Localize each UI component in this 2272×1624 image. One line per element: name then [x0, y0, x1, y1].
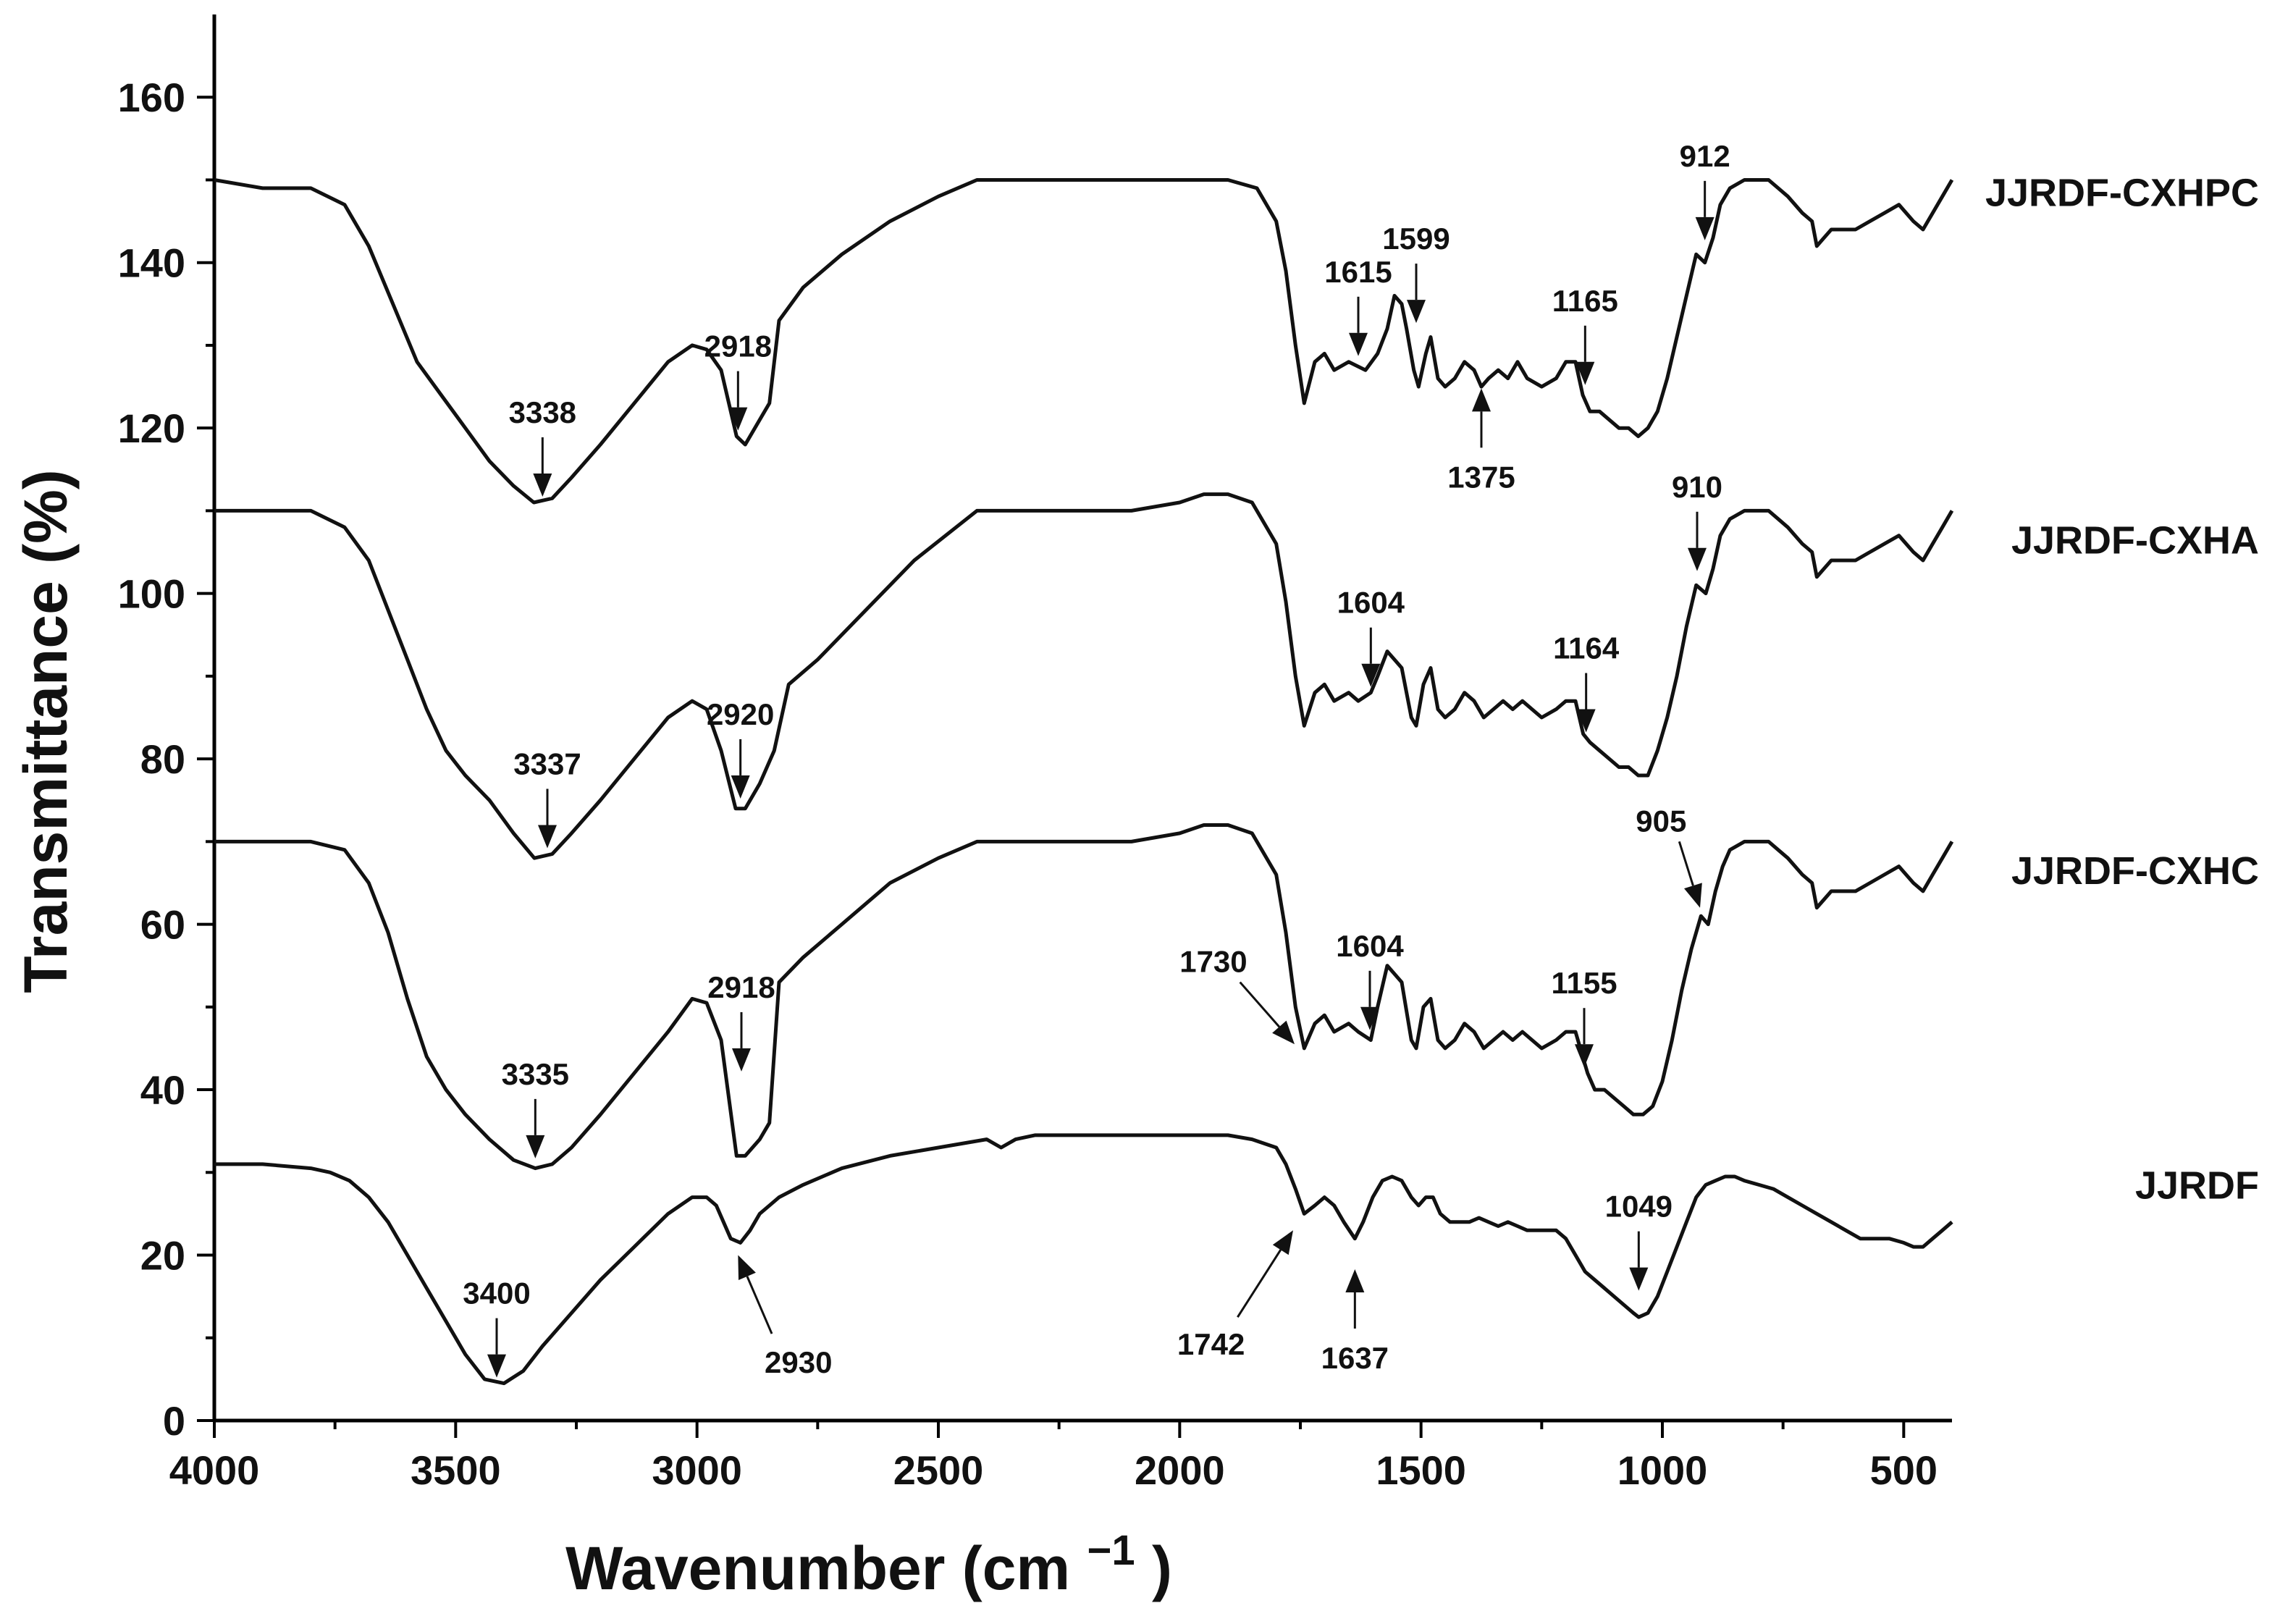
- series-line-jjrdf-cxhc: [214, 823, 1954, 1171]
- peak-label: 1742: [1177, 1327, 1245, 1361]
- y-tick-label: 80: [140, 736, 185, 782]
- annotation-arrow: [1688, 511, 1707, 571]
- y-tick-label: 60: [140, 902, 185, 948]
- series-line-jjrdf: [214, 1133, 1953, 1386]
- peak-label: 1604: [1336, 929, 1404, 963]
- peak-label: 1164: [1553, 631, 1620, 665]
- annotation-arrow: [731, 739, 750, 799]
- x-tick-label: 500: [1870, 1447, 1937, 1493]
- peak-label: 3335: [502, 1057, 569, 1091]
- annotation-arrow: [1472, 388, 1491, 448]
- peak-label: 2918: [707, 970, 775, 1004]
- x-tick-label: 2000: [1135, 1447, 1225, 1493]
- x-axis-title: Wavenumber (cm −1 ): [565, 1510, 1172, 1602]
- annotation-arrow: [526, 1098, 545, 1158]
- annotation-arrow: [1345, 1269, 1365, 1329]
- annotation-arrow: [1237, 1230, 1293, 1318]
- y-tick-label: 0: [163, 1398, 185, 1444]
- annotation-arrow: [1349, 296, 1368, 356]
- peak-label: 912: [1680, 139, 1730, 173]
- peak-label: 1155: [1551, 966, 1617, 1000]
- y-axis-title: Transmittance (%): [12, 469, 80, 993]
- peak-label: 905: [1636, 804, 1686, 838]
- x-tick-label: 4000: [169, 1447, 260, 1493]
- y-tick-label: 40: [140, 1067, 185, 1113]
- series-label-jjrdf: JJRDF: [2135, 1164, 2259, 1207]
- annotation-arrow: [728, 371, 748, 431]
- annotation-arrow: [1239, 981, 1295, 1045]
- peak-label: 2920: [707, 697, 774, 731]
- x-ticks: 4000 3500 3000 2500 2000 1500 1000 500: [169, 1421, 1937, 1493]
- annotation-arrow: [732, 1011, 751, 1072]
- peak-label: 1615: [1324, 255, 1392, 289]
- y-tick-label: 160: [118, 75, 185, 120]
- series-label-jjrdf-cxha: JJRDF-CXHA: [2011, 518, 2259, 562]
- peak-label: 3337: [513, 746, 581, 781]
- peak-label: 1165: [1552, 284, 1618, 318]
- x-tick-label: 3500: [411, 1447, 501, 1493]
- series-names: JJRDF-CXHPC JJRDF-CXHA JJRDF-CXHC JJRDF: [1985, 171, 2259, 1207]
- x-tick-label: 2500: [893, 1447, 984, 1493]
- series-label-jjrdf-cxhpc: JJRDF-CXHPC: [1985, 171, 2259, 214]
- series-line-jjrdf-cxha: [214, 492, 1954, 860]
- x-tick-label: 3000: [652, 1447, 742, 1493]
- x-axis-title-sup: −1: [1087, 1527, 1135, 1574]
- series-group: [214, 178, 1954, 1386]
- peak-label: 3400: [463, 1276, 530, 1310]
- y-tick-label: 100: [118, 571, 185, 617]
- x-tick-label: 1500: [1376, 1447, 1466, 1493]
- peak-label: 1049: [1605, 1190, 1673, 1224]
- series-label-jjrdf-cxhc: JJRDF-CXHC: [2011, 849, 2259, 893]
- annotation-arrow: [1361, 627, 1381, 687]
- annotation-arrow: [1695, 180, 1714, 240]
- peak-label: 1375: [1447, 460, 1515, 494]
- peak-label: 3338: [509, 395, 576, 429]
- peak-label: 910: [1672, 470, 1722, 504]
- annotation-arrow: [1678, 841, 1702, 908]
- y-ticks: 0 20 40 60 80 100 120 140 160: [118, 75, 214, 1444]
- annotation-arrow: [1575, 325, 1595, 385]
- y-tick-label: 140: [118, 240, 185, 286]
- x-axis-title-main: Wavenumber (cm: [565, 1534, 1070, 1602]
- annotation-arrow: [1629, 1231, 1649, 1291]
- annotation-arrow: [538, 788, 557, 849]
- annotation-arrow: [1575, 1008, 1594, 1068]
- peak-label: 2918: [704, 329, 772, 363]
- annotation-arrow: [1407, 264, 1426, 324]
- annotation-arrow: [738, 1255, 773, 1334]
- annotation-arrow: [1576, 673, 1596, 733]
- peak-label: 2930: [765, 1345, 832, 1379]
- x-axis-title-close: ): [1152, 1534, 1172, 1602]
- annotation-arrow: [487, 1318, 506, 1378]
- series-line-jjrdf-cxhpc: [214, 178, 1954, 505]
- peak-label: 1730: [1179, 945, 1247, 979]
- annotation-arrow: [533, 437, 552, 497]
- peak-label: 1599: [1382, 222, 1450, 256]
- annotation-arrow: [1360, 970, 1379, 1030]
- peak-label: 1604: [1337, 586, 1405, 620]
- y-tick-label: 20: [140, 1233, 185, 1279]
- x-tick-label: 1000: [1617, 1447, 1708, 1493]
- y-tick-label: 120: [118, 405, 185, 451]
- peak-label: 1637: [1321, 1341, 1389, 1375]
